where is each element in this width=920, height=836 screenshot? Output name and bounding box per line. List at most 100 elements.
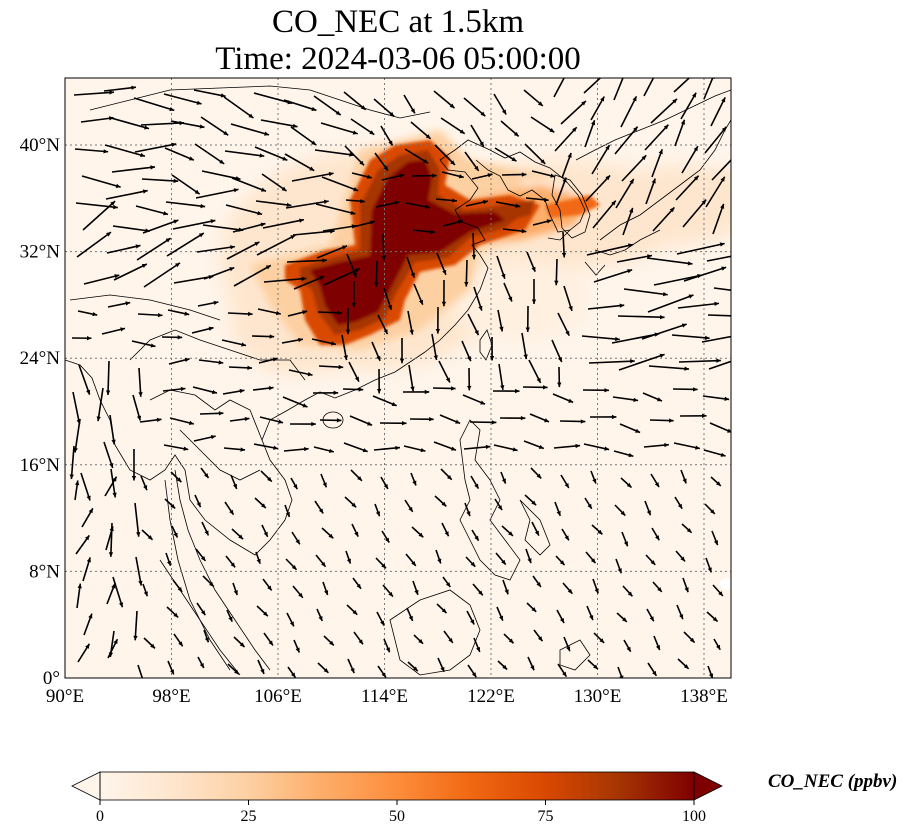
wind-arrow-head: [540, 159, 546, 164]
wind-arrow: [166, 232, 205, 257]
wind-vectors: [69, 65, 746, 697]
wind-arrow-head: [604, 446, 610, 451]
wind-arrow-head: [656, 65, 660, 70]
wind-arrow: [588, 360, 635, 364]
wind-arrow-head: [96, 416, 101, 422]
wind-arrow-head: [309, 166, 315, 171]
wind-arrow-head: [425, 134, 431, 139]
wind-arrow: [293, 275, 325, 290]
wind-arrow: [256, 234, 296, 256]
wind-arrow-head: [145, 692, 149, 697]
wind-arrow-head: [654, 482, 660, 488]
wind-arrow-head: [695, 445, 700, 450]
wind-arrow-head: [627, 269, 633, 274]
wind-arrow: [321, 176, 359, 192]
wind-arrow-head: [546, 219, 552, 224]
wind-arrow-head: [635, 428, 641, 433]
lat-tick-label: 8°N: [29, 561, 60, 582]
lon-tick-label: 114°E: [361, 686, 408, 707]
wind-arrow: [647, 294, 694, 313]
wind-arrow: [97, 387, 104, 422]
wind-arrow-head: [629, 207, 634, 213]
wind-arrow-head: [641, 155, 647, 161]
wind-arrow-head: [430, 229, 435, 234]
wind-arrow-head: [561, 252, 567, 258]
wind-arrow: [105, 189, 148, 200]
wind-arrow-head: [672, 98, 678, 104]
wind-arrow: [112, 576, 124, 608]
wind-arrow-head: [267, 476, 272, 482]
wind-arrow-head: [435, 329, 441, 334]
wind-arrow-head: [513, 131, 519, 137]
lon-tick-label: 138°E: [680, 686, 728, 707]
colorbar-tick-label: 25: [241, 808, 257, 825]
wind-arrow-head: [240, 447, 246, 452]
wind-arrow-head: [103, 149, 109, 154]
wind-arrow-head: [712, 616, 718, 622]
wind-arrow: [587, 304, 625, 310]
wind-arrow-head: [543, 385, 548, 390]
wind-arrow: [706, 255, 731, 262]
wind-arrow-head: [328, 448, 334, 453]
wind-arrow-head: [198, 233, 204, 238]
wind-arrow: [74, 418, 81, 453]
wind-arrow: [283, 99, 317, 112]
wind-arrow-head: [718, 591, 723, 596]
wind-arrow: [134, 143, 177, 153]
wind-arrow: [172, 219, 216, 230]
wind-arrow: [710, 97, 726, 127]
wind-arrow-head: [261, 503, 266, 509]
wind-arrow-head: [136, 415, 142, 421]
wind-arrow: [261, 173, 287, 192]
wind-arrow-head: [171, 142, 177, 147]
wind-arrow-head: [318, 615, 323, 621]
wind-arrow-head: [626, 646, 631, 652]
wind-arrow-head: [74, 480, 80, 486]
wind-arrow-head: [218, 360, 224, 365]
colorbar-tick-label: 75: [538, 808, 554, 825]
wind-arrow: [104, 144, 146, 158]
wind-arrow: [560, 100, 587, 125]
wind-arrow-head: [626, 482, 632, 488]
wind-arrow-head: [741, 252, 746, 256]
wind-arrow-head: [603, 71, 608, 76]
wind-arrow-head: [281, 186, 287, 192]
wind-arrow-head: [410, 386, 415, 392]
wind-arrow-head: [458, 174, 464, 179]
wind-arrow-head: [329, 640, 334, 646]
wind-arrow-head: [669, 418, 674, 423]
wind-arrow-head: [557, 357, 562, 363]
wind-arrow-head: [110, 201, 116, 206]
wind-arrow-head: [229, 509, 234, 515]
wind-arrow-head: [686, 528, 692, 533]
colorbar-tick-label: 50: [389, 808, 405, 825]
wind-arrow-head: [109, 463, 114, 468]
wind-arrow-head: [649, 616, 654, 622]
wind-arrow-head: [508, 638, 514, 644]
wind-arrow-head: [418, 299, 423, 305]
wind-arrow-head: [204, 637, 209, 643]
lat-tick-label: 32°N: [20, 242, 61, 263]
wind-arrow: [680, 92, 697, 120]
wind-arrow: [73, 91, 115, 96]
wind-arrow-head: [383, 483, 388, 489]
wind-arrow-head: [260, 222, 266, 227]
wind-arrow-head: [112, 476, 117, 482]
wind-arrow-head: [418, 532, 424, 538]
wind-arrow-head: [150, 165, 156, 170]
wind-arrow-head: [383, 165, 388, 171]
wind-arrow-head: [689, 637, 695, 643]
wind-arrow-head: [177, 587, 183, 592]
wind-arrow-head: [144, 125, 150, 130]
wind-arrow-head: [133, 635, 138, 641]
wind-arrow: [344, 145, 365, 166]
wind-arrow-head: [664, 442, 669, 448]
wind-arrow-head: [260, 668, 265, 674]
wind-arrow-head: [568, 305, 573, 311]
wind-arrow-head: [429, 417, 434, 422]
wind-arrow-head: [244, 416, 250, 422]
wind-arrow-head: [567, 588, 573, 594]
wind-arrow-head: [156, 417, 162, 423]
wind-arrow: [110, 117, 150, 130]
wind-arrow-head: [84, 535, 90, 541]
